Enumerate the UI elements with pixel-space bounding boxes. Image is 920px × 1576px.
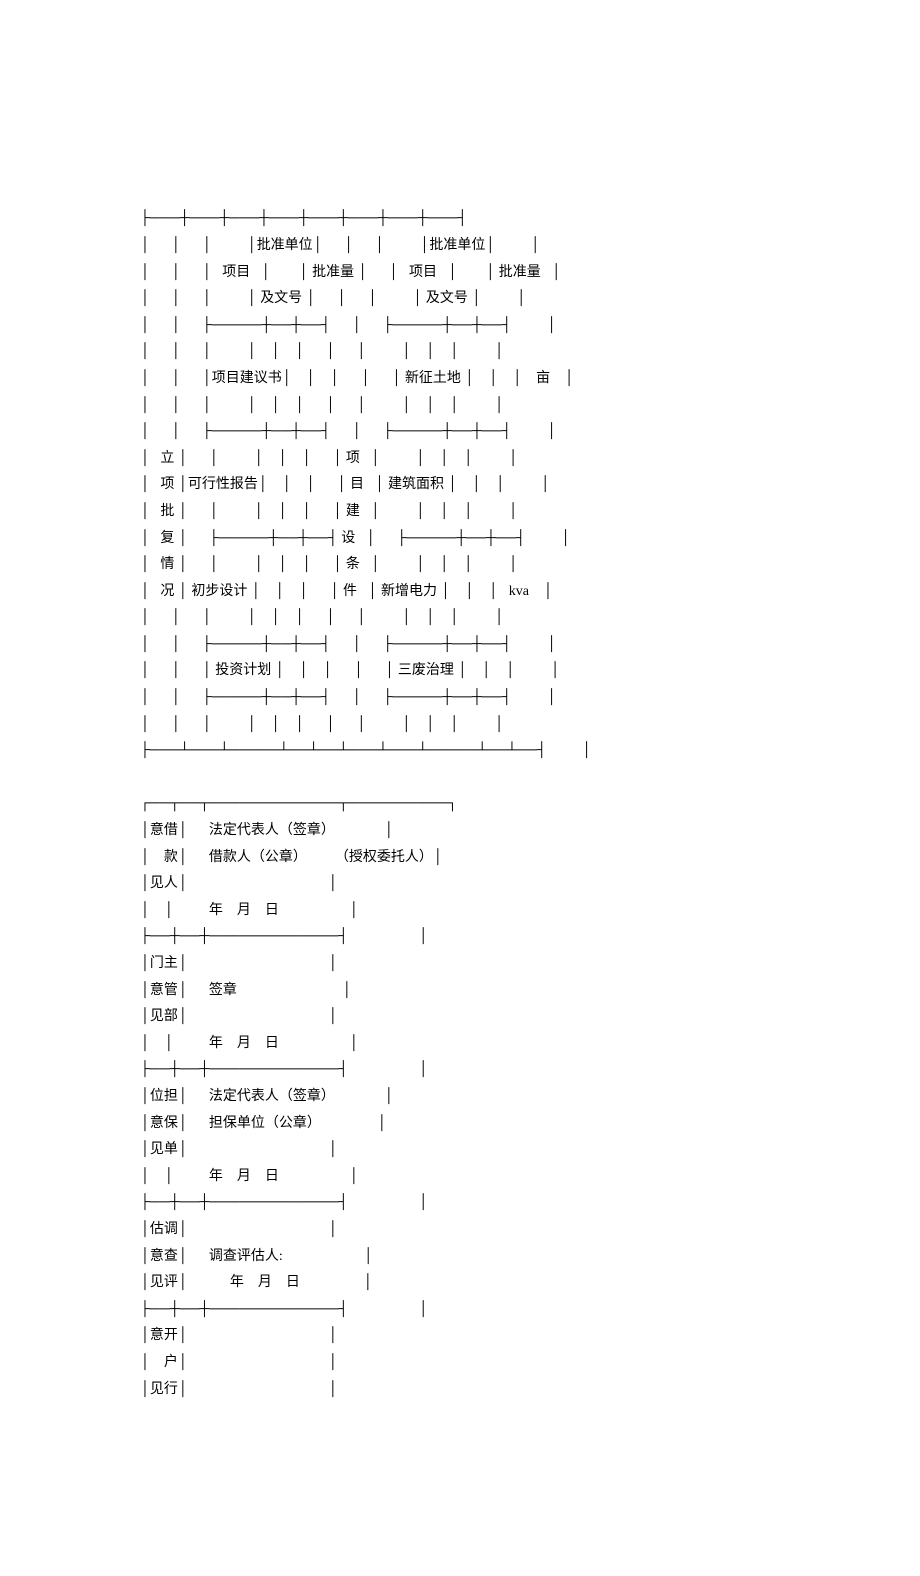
r3-left: 初步设计 — [191, 584, 247, 599]
s2-date: 年 月 日 — [209, 1036, 279, 1051]
s1-line2a: 借款人（公章） — [209, 850, 307, 865]
hdr-r-c1: 项目 — [409, 265, 437, 280]
s3-date: 年 月 日 — [209, 1169, 279, 1184]
r1-right: 新征土地 — [405, 371, 461, 386]
hdr-l-c3: 批准量 — [312, 265, 354, 280]
r3-right-unit: kva — [509, 584, 529, 599]
ascii-table-2: ┌──┬──┬─────────────┬──────────┐ │意借│ 法定… — [140, 796, 457, 1396]
s3-line1: 法定代表人（签章） — [209, 1089, 335, 1104]
r3-right: 新增电力 — [381, 584, 437, 599]
s2-l1: 门主 — [150, 956, 178, 971]
s2-line1: 签章 — [209, 983, 237, 998]
s3-l3: 见单 — [150, 1142, 178, 1157]
s1-line2b: （授权委托人） — [335, 850, 433, 865]
s4-date: 年 月 日 — [230, 1275, 300, 1290]
s4-l3: 见评 — [150, 1275, 178, 1290]
s3-l1: 位担 — [150, 1089, 178, 1104]
hdr-r-c3: 批准量 — [499, 265, 541, 280]
s2-l3: 见部 — [150, 1009, 178, 1024]
s1-date: 年 月 日 — [209, 903, 279, 918]
ascii-table-1: ├───┼───┼───┼───┼───┼───┼───┼───┤ │ │ │ … — [140, 211, 592, 758]
r2-left: 可行性报告 — [188, 477, 258, 492]
hdr-l-c2-2: 及文号 — [260, 291, 302, 306]
hdr-l-c2-1: 批准单位 — [257, 238, 313, 253]
r1-right-unit: 亩 — [536, 371, 550, 386]
r4-right: 三废治理 — [398, 663, 454, 678]
s1-l1: 意借 — [150, 823, 178, 838]
s1-line1: 法定代表人（签章） — [209, 823, 335, 838]
s1-l3: 见人 — [150, 876, 178, 891]
hdr-r-c2-1: 批准单位 — [429, 238, 485, 253]
hdr-l-c1: 项目 — [222, 265, 250, 280]
document-page: ├───┼───┼───┼───┼───┼───┼───┼───┤ │ │ │ … — [140, 206, 780, 1403]
s3-line2: 担保单位（公章） — [209, 1116, 321, 1131]
r4-left: 投资计划 — [215, 663, 271, 678]
s5-l3: 见行 — [150, 1382, 178, 1397]
s5-l1: 意开 — [150, 1328, 178, 1343]
r1-left: 项目建议书 — [212, 371, 282, 386]
s4-l2: 意查 — [150, 1249, 178, 1264]
s2-l2: 意管 — [150, 983, 178, 998]
r2-right: 建筑面积 — [388, 477, 444, 492]
s4-l1: 估调 — [150, 1222, 178, 1237]
hdr-r-c2-2: 及文号 — [426, 291, 468, 306]
s3-l2: 意保 — [150, 1116, 178, 1131]
s1-l2: 款 — [150, 850, 178, 865]
s5-l2: 户 — [150, 1355, 178, 1370]
s4-line1: 调查评估人: — [209, 1249, 283, 1264]
